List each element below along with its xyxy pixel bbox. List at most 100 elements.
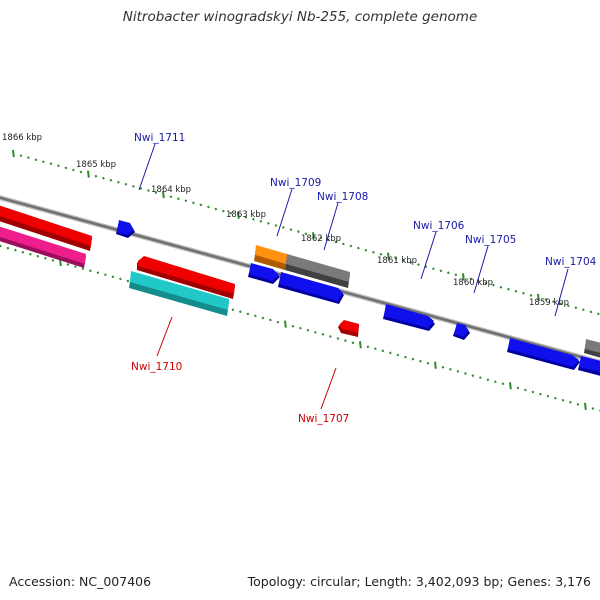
gene-red-left[interactable] [0,205,92,251]
gene-edge-gray[interactable] [584,339,600,359]
gene-nwi-1710-cyan[interactable] [129,271,229,316]
bottom-scale-minor-tick [291,324,295,328]
top-scale-minor-tick [222,209,225,213]
top-scale-major-tick [237,211,240,219]
bottom-scale-minor-tick [569,400,572,404]
label-nwi-1709[interactable]: Nwi_1709 [270,177,321,189]
bottom-scale-minor-tick [554,396,557,400]
bottom-scale-minor-tick [531,390,535,394]
bottom-scale-major-tick [434,361,437,369]
top-scale-minor-tick [132,185,135,188]
top-scale-minor-tick [304,232,308,236]
gene-edge-blue[interactable] [578,356,600,377]
bottom-scale-minor-tick [66,263,70,266]
label-nwi-1711[interactable]: Nwi_1711 [134,132,185,144]
map-title: Nitrobacter winogradskyi Nb-255, complet… [122,9,478,25]
top-scale-minor-tick [139,187,143,190]
top-scale-minor-tick [349,244,353,248]
bottom-scale-minor-tick [419,359,422,363]
bottom-scale-minor-tick [426,361,430,365]
top-scale-minor-tick [34,158,38,162]
gene-nwi-1706[interactable] [383,304,435,331]
top-scale-minor-tick [244,215,248,219]
top-scale-minor-tick [492,283,495,287]
label-nwi-1708[interactable]: Nwi_1708 [317,191,368,203]
top-scale-major-tick [537,293,540,302]
gene-nwi-1707[interactable] [338,320,359,337]
bottom-scale-minor-tick [546,394,550,398]
top-scale-minor-tick [19,154,23,157]
bottom-scale-minor-tick [471,374,475,377]
top-scale-minor-tick [327,238,330,242]
top-scale-minor-tick [514,289,518,293]
top-scale-minor-tick [484,281,488,285]
top-scale-minor-tick [319,236,323,240]
kbp-label-1865: 1865 kbp [76,160,116,170]
gene-nwi-1705[interactable] [453,323,470,340]
label-nwi-1710[interactable]: Nwi_1710 [131,361,182,373]
bottom-scale-minor-tick [29,252,32,256]
bottom-scale-minor-tick [96,271,100,275]
top-scale-minor-tick [207,205,210,209]
top-scale-minor-tick [102,176,105,180]
bottom-scale-minor-tick [366,345,370,349]
top-scale-minor-tick [379,252,383,256]
gene-nwi-1710-red[interactable] [137,256,235,299]
bottom-scale-minor-tick [374,347,377,351]
bottom-scale-minor-tick [539,392,542,396]
gene-nwi-1709-blue[interactable] [248,263,280,284]
gene-nwi-1708-gray[interactable] [285,254,350,288]
label-nwi-1707[interactable]: Nwi_1707 [298,413,349,425]
top-scale-minor-tick [64,166,68,170]
bottom-scale-minor-tick [36,254,40,258]
bottom-scale-minor-tick [336,337,340,340]
bottom-scale-minor-tick [396,353,400,357]
top-scale-major-tick [162,190,165,199]
top-scale-minor-tick [372,250,375,254]
bottom-scale-minor-tick [404,355,407,359]
bottom-scale-minor-tick [246,312,250,316]
bottom-scale-minor-tick [119,277,122,281]
bottom-scale-minor-tick [344,339,347,342]
top-scale-minor-tick [582,308,585,312]
bottom-scale-minor-tick [501,382,505,386]
bottom-scale-minor-tick [306,328,310,332]
top-scale-minor-tick [522,291,525,295]
bottom-scale-minor-tick [576,403,580,406]
top-scale-minor-tick [529,294,533,297]
top-scale-minor-tick [49,162,53,166]
top-scale-minor-tick [342,242,345,246]
top-scale-minor-tick [559,302,563,305]
top-scale-minor-tick [447,271,450,275]
gene-nwi-1710-pink[interactable] [0,226,86,268]
top-scale-minor-tick [124,182,128,186]
bottom-scale-minor-tick [231,308,235,312]
bottom-scale-minor-tick [269,318,272,322]
top-scale-minor-tick [199,203,203,207]
label-nwi-1705[interactable]: Nwi_1705 [465,234,516,246]
bottom-scale-minor-tick [329,335,332,338]
bottom-scale-minor-tick [276,320,280,324]
bottom-scale-minor-tick [14,248,17,252]
label-nwi-1704[interactable]: Nwi_1704 [545,256,597,268]
kbp-label-1862: 1862 kbp [301,234,341,244]
gene-nwi-1711[interactable] [116,220,135,238]
bottom-scale-minor-tick [381,349,385,353]
top-scale-minor-tick [72,168,75,172]
top-scale-minor-tick [282,226,285,229]
gene-nwi-1709-orange[interactable] [254,245,287,270]
bottom-scale-minor-tick [351,341,355,345]
top-scale-minor-tick [79,170,83,174]
top-scale-minor-tick [357,246,360,250]
top-scale-minor-tick [334,240,338,244]
top-scale-minor-tick [94,174,98,178]
top-scale-minor-tick [574,306,578,310]
top-scale-minor-tick [57,164,60,168]
genome-summary: Topology: circular; Length: 3,402,093 bp… [247,574,591,589]
top-scale-minor-tick [267,222,270,225]
top-scale-minor-tick [507,287,510,291]
gene-nwi-1708-blue[interactable] [278,272,344,304]
label-nwi-1706[interactable]: Nwi_1706 [413,220,465,232]
gene-nwi-1704[interactable] [507,338,580,370]
kbp-labels: 1866 kbp 1865 kbp 1864 kbp 1863 kbp 1862… [2,133,569,308]
